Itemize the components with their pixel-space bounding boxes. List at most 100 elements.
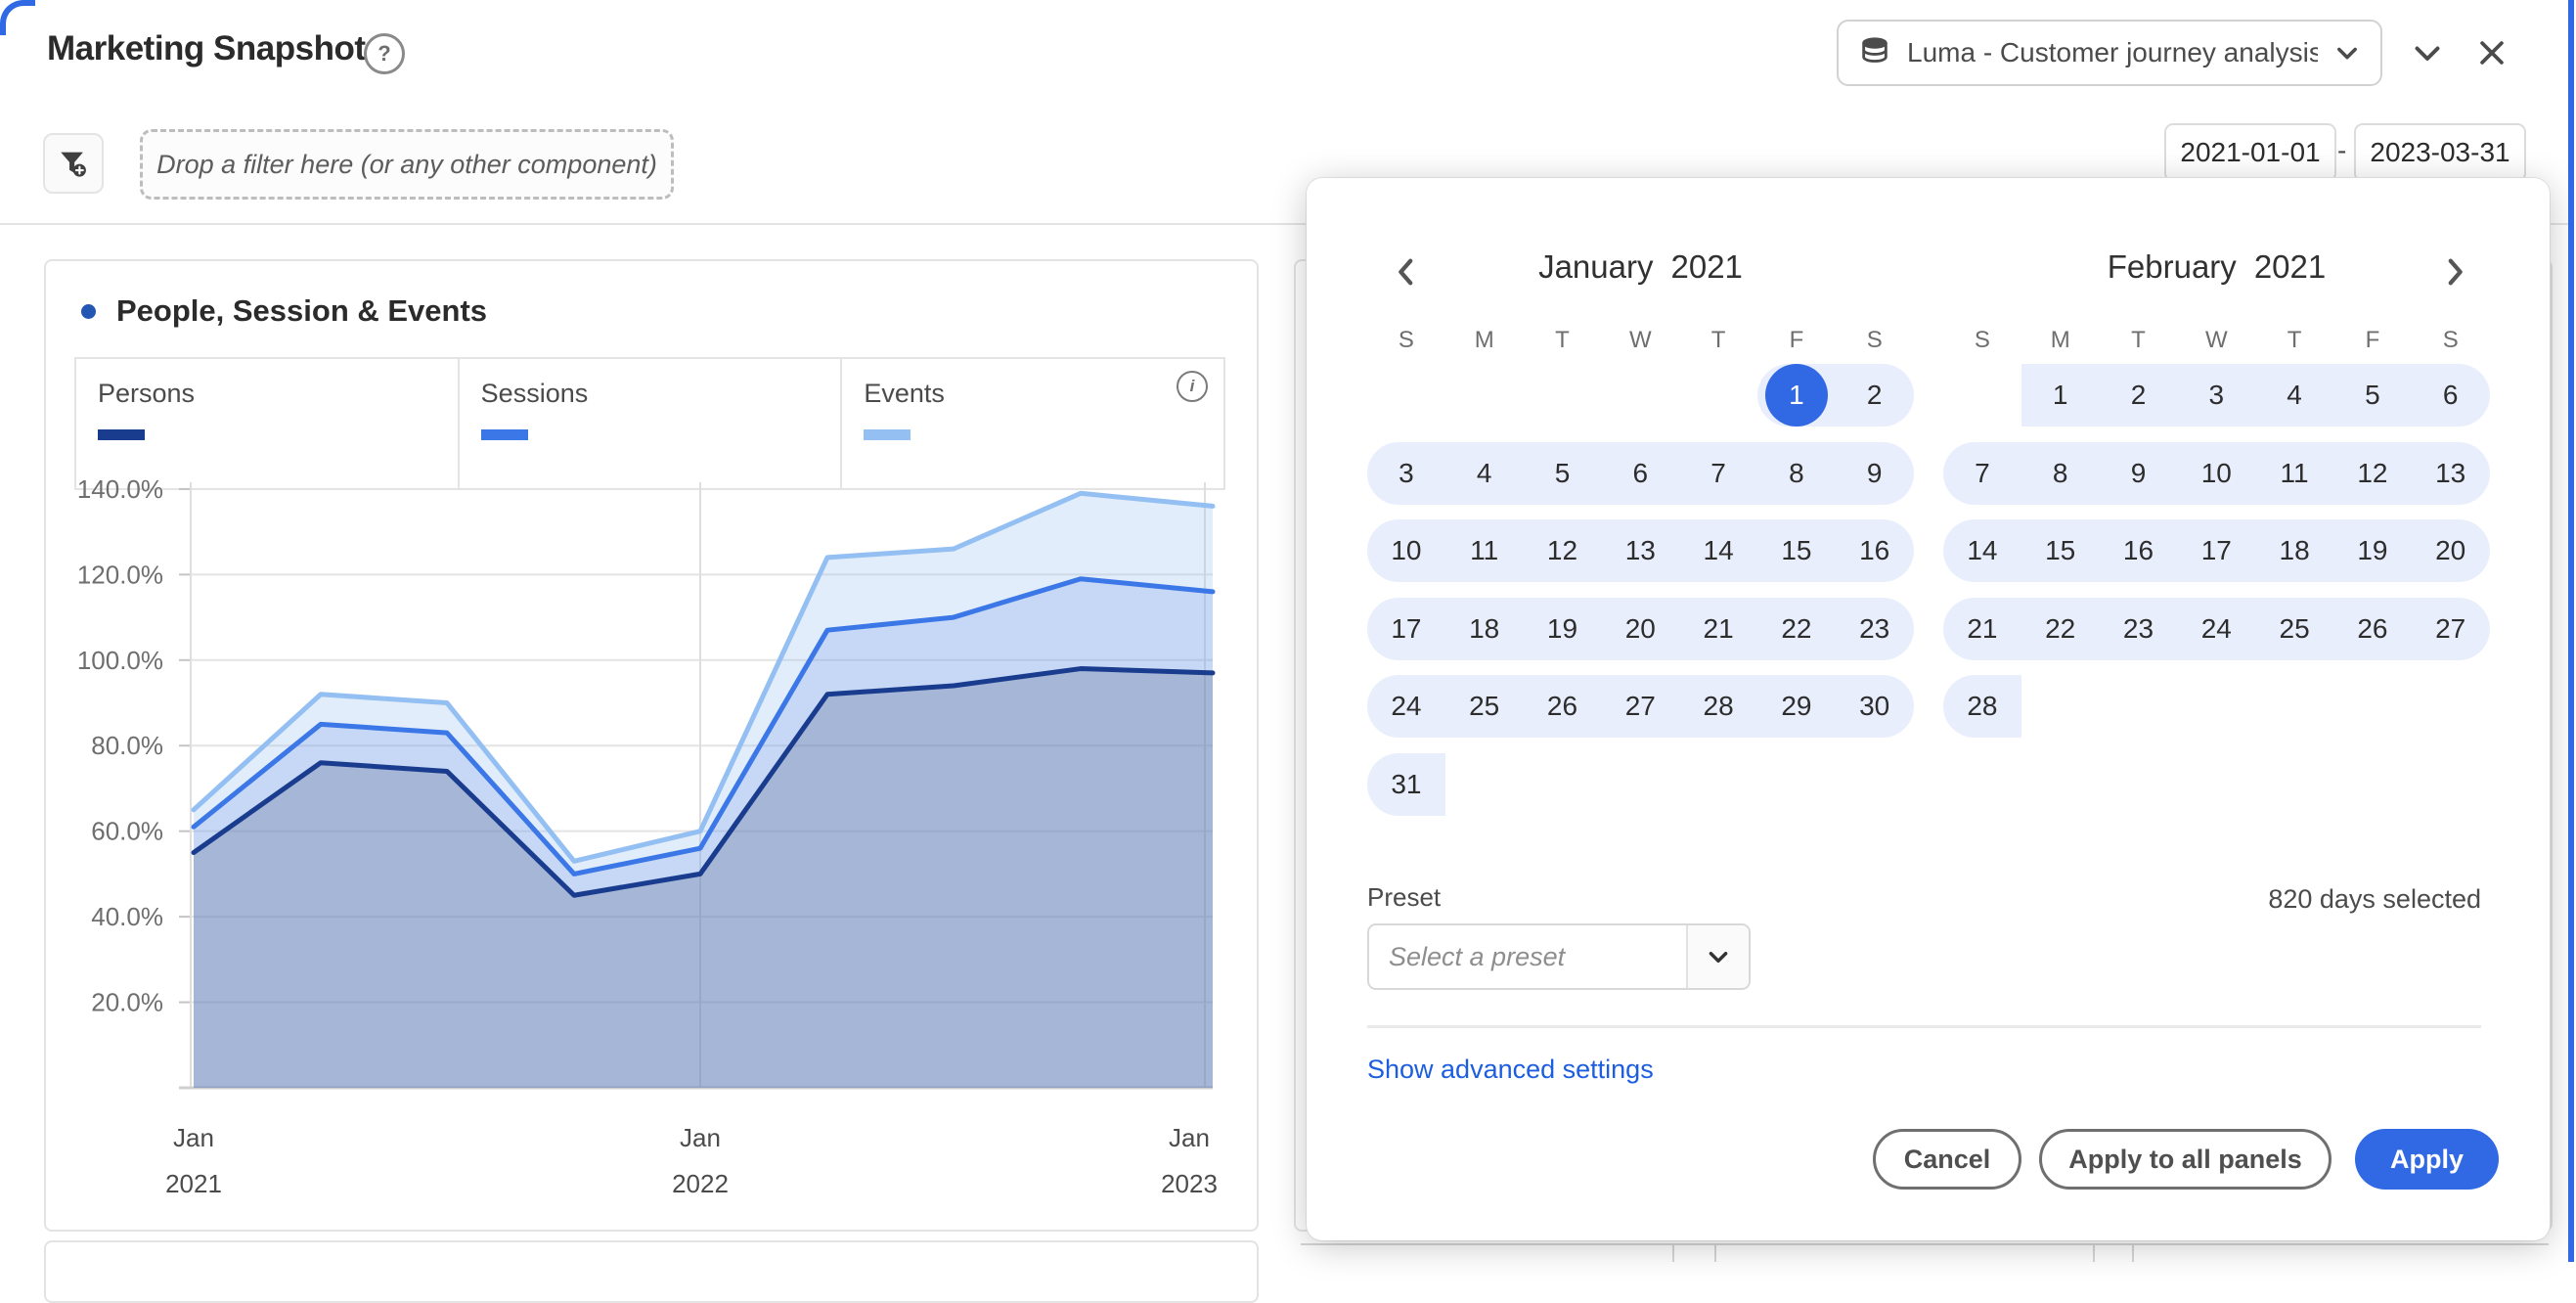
date-range-pill [1367,753,1445,816]
background-table-divider [1714,1243,1716,1262]
next-month-button[interactable] [2431,248,2478,295]
preset-select[interactable]: Select a preset [1367,923,1751,990]
calendar-day[interactable]: 13 [2435,457,2466,488]
weekday-label: M [1474,327,1494,353]
calendar-day[interactable]: 2 [1866,380,1883,410]
calendar-day[interactable]: 9 [1866,457,1883,488]
calendar-day[interactable]: 23 [1859,612,1890,644]
calendar-day[interactable]: 13 [1624,535,1656,566]
collapse-panel-button[interactable] [2402,27,2453,78]
calendar-day[interactable]: 15 [2045,535,2076,566]
calendar-day[interactable]: 22 [1781,612,1812,644]
calendar-day[interactable]: 2 [2130,380,2147,410]
svg-text:100.0%: 100.0% [77,646,163,675]
calendar-day[interactable]: 14 [1967,535,1998,566]
calendar-day[interactable]: 11 [1470,535,1499,566]
show-advanced-settings-link[interactable]: Show advanced settings [1367,1055,1654,1084]
calendar-day[interactable]: 10 [1391,535,1422,566]
date-range-end-input[interactable]: 2023-03-31 [2354,123,2526,182]
apply-to-all-panels-button[interactable]: Apply to all panels [2039,1129,2332,1190]
calendar-day[interactable]: 5 [2365,380,2380,410]
calendar-day[interactable]: 17 [2200,535,2232,566]
calendar-day[interactable]: 6 [1632,457,1649,488]
apply-button[interactable]: Apply [2355,1129,2499,1190]
svg-text:80.0%: 80.0% [91,731,163,760]
close-panel-button[interactable] [2466,27,2517,78]
calendar-day[interactable]: 30 [1859,691,1890,722]
calendar-day[interactable]: 28 [1967,691,1998,722]
svg-text:140.0%: 140.0% [77,474,163,504]
calendar-day[interactable]: 7 [1710,457,1726,488]
calendar-day[interactable]: 22 [2045,612,2076,644]
legend-item-persons[interactable]: Persons [76,359,460,488]
calendar-day[interactable]: 14 [1703,535,1734,566]
calendar-day[interactable]: 8 [1789,457,1804,488]
info-icon[interactable]: i [1177,371,1209,402]
date-range-start-input[interactable]: 2021-01-01 [2164,123,2336,182]
calendar-day[interactable]: 17 [1391,612,1422,644]
calendar-day[interactable]: 20 [1624,612,1656,644]
calendar-day[interactable]: 27 [1624,691,1656,722]
calendar-day[interactable]: 11 [2280,457,2309,488]
calendar-day[interactable]: 28 [1703,691,1734,722]
calendar-day[interactable]: 21 [1703,612,1734,644]
help-icon[interactable]: ? [364,33,405,74]
calendar-day[interactable]: 27 [2435,612,2466,644]
calendar-day[interactable]: 3 [2208,380,2225,410]
calendar-day[interactable]: 26 [1546,691,1578,722]
calendar-day[interactable]: 16 [2122,535,2154,566]
days-selected-text: 820 days selected [2268,884,2481,914]
date-range-pill [1943,675,2021,739]
chevron-left-icon [1390,255,1423,289]
calendar-day[interactable]: 24 [1391,691,1422,722]
legend-item-events[interactable]: Events i [842,359,1223,488]
dataset-picker[interactable]: Luma - Customer journey analysis ... [1837,20,2382,86]
calendar-day[interactable]: 3 [1399,457,1414,488]
calendar-day[interactable]: 24 [2200,612,2232,644]
preset-label: Preset [1367,882,1442,912]
svg-text:Jan: Jan [1169,1123,1210,1152]
previous-month-button[interactable] [1383,248,1430,295]
month-year: 2021 [1670,248,1743,285]
calendar-day[interactable]: 7 [1975,457,1990,488]
calendar-day[interactable]: 5 [1554,457,1571,488]
calendar-day[interactable]: 15 [1781,535,1812,566]
calendar-day[interactable]: 6 [2442,380,2459,410]
calendar-day[interactable]: 8 [2052,457,2068,488]
calendar-day[interactable]: 12 [2357,457,2388,488]
calendar-day[interactable]: 26 [2357,612,2388,644]
calendar-day[interactable]: 4 [1476,457,1492,488]
add-filter-button[interactable] [43,133,104,194]
legend-item-sessions[interactable]: Sessions [460,359,843,488]
calendar-day[interactable]: 1 [1789,380,1804,410]
calendar-day[interactable]: 23 [2122,612,2154,644]
calendar-day[interactable]: 31 [1391,769,1422,799]
calendar-day[interactable]: 19 [2357,535,2388,566]
cancel-button[interactable]: Cancel [1873,1129,2021,1190]
viz-drag-dot [81,304,96,319]
background-table-divider [2093,1243,2095,1262]
calendar-day[interactable]: 29 [1781,691,1812,722]
calendar-day[interactable]: 19 [1546,612,1578,644]
svg-text:20.0%: 20.0% [91,988,163,1017]
legend-swatch-events [864,429,911,440]
calendar-day[interactable]: 21 [1967,612,1998,644]
calendar-day[interactable]: 20 [2435,535,2466,566]
calendar-day[interactable]: 9 [2130,457,2147,488]
calendar-day[interactable]: 12 [1546,535,1578,566]
calendar-day[interactable]: 25 [1469,691,1500,722]
calendar-day[interactable]: 4 [2287,380,2302,410]
calendar-day[interactable]: 18 [2279,535,2310,566]
filter-bar: Drop a filter here (or any other compone… [0,104,2568,225]
filter-drop-zone[interactable]: Drop a filter here (or any other compone… [140,129,674,200]
svg-text:2023: 2023 [1161,1169,1218,1198]
page-title: Marketing Snapshot [47,29,366,67]
calendar-day[interactable]: 10 [2200,457,2232,488]
calendar-day[interactable]: 25 [2279,612,2310,644]
calendar-day[interactable]: 1 [2052,380,2068,410]
calendar-day[interactable]: 16 [1859,535,1890,566]
chevron-down-icon [1686,925,1749,988]
calendar-day[interactable]: 18 [1469,612,1500,644]
